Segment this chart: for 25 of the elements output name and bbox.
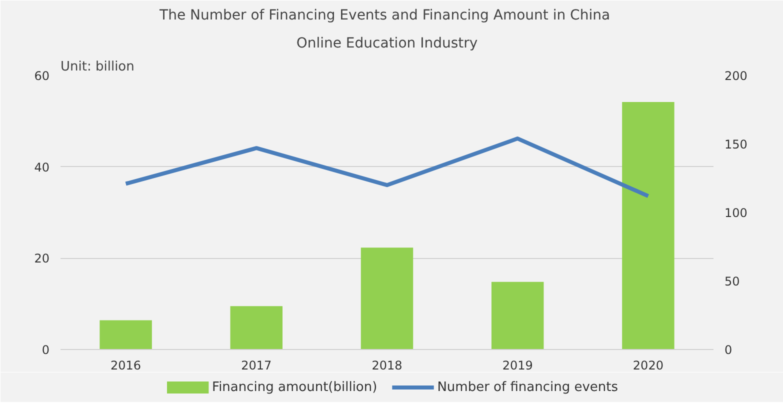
legend-label: Number of financing events <box>437 380 618 395</box>
y2-tick-label: 100 <box>724 206 748 220</box>
y2-tick-label: 200 <box>724 69 748 83</box>
x-tick-label: 2017 <box>241 358 272 372</box>
y-tick-label: 40 <box>34 160 50 174</box>
chart-title: The Number of Financing Events and Financing Amount in China <box>158 8 610 24</box>
y-tick-label: 20 <box>34 252 50 266</box>
y2-tick-label: 0 <box>724 343 732 357</box>
bar <box>491 282 544 350</box>
bar <box>360 248 414 350</box>
text: Unit: billion <box>60 60 134 74</box>
y-tick-label: 60 <box>34 69 50 83</box>
x-tick-label: 2018 <box>372 358 402 372</box>
y2-tick-label: 50 <box>724 274 740 288</box>
chart-subtitle: Online Education Industry <box>296 36 478 52</box>
bar <box>100 320 152 350</box>
y-tick-label: 0 <box>42 343 50 357</box>
y2-tick-label: 150 <box>724 138 748 152</box>
bar <box>622 102 674 350</box>
x-tick-label: 2016 <box>110 358 142 372</box>
line-series <box>124 136 650 198</box>
x-tick-label: 2020 <box>632 358 664 372</box>
legend-label: Financing amount(billion) <box>212 380 378 395</box>
bar <box>230 306 283 350</box>
x-tick-label: 2019 <box>502 358 533 372</box>
